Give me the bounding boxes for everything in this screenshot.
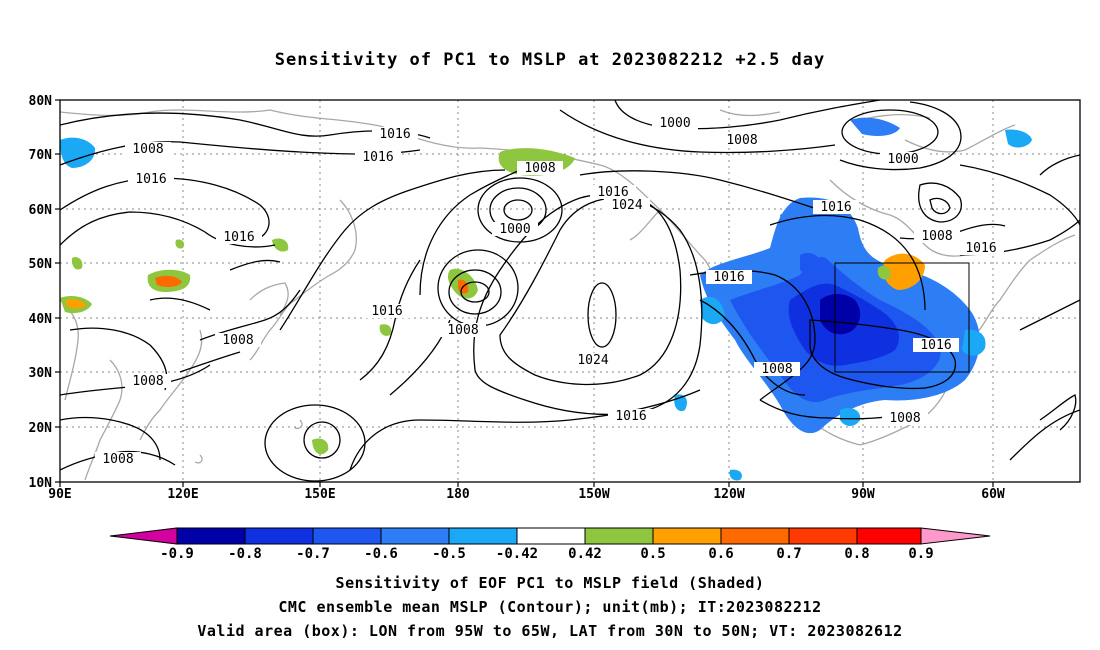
svg-text:1016: 1016	[920, 338, 951, 353]
contour-label: 1000	[880, 152, 926, 167]
contour-label: 1008	[440, 323, 486, 338]
colorbar-label: -0.6	[364, 546, 398, 562]
svg-text:1008: 1008	[889, 411, 920, 426]
longitude-labels: 90E 120E 150E 180 150W 120W 90W 60W	[48, 487, 1005, 502]
svg-text:1016: 1016	[820, 200, 851, 215]
lat-label: 70N	[29, 148, 53, 163]
contour-label: 1024	[604, 198, 650, 213]
colorbar-label: 0.9	[908, 546, 933, 562]
contour-label: 1000	[652, 116, 698, 131]
contour-label: 1008	[215, 333, 261, 348]
map-title: Sensitivity of PC1 to MSLP at 2023082212…	[274, 50, 826, 70]
colorbar-high-end	[920, 527, 991, 545]
lat-label: 40N	[29, 312, 53, 327]
contour-label: 1008	[719, 133, 765, 148]
svg-text:1008: 1008	[726, 133, 757, 148]
svg-text:1016: 1016	[379, 127, 410, 142]
contour-label: 1008	[125, 142, 171, 157]
colorbar-label: -0.5	[432, 546, 466, 562]
contour-label: 1008	[125, 374, 171, 389]
svg-text:1016: 1016	[135, 172, 166, 187]
lon-label: 90E	[48, 487, 71, 502]
svg-text:1024: 1024	[577, 353, 608, 368]
lat-label: 20N	[29, 421, 53, 436]
svg-text:1008: 1008	[132, 374, 163, 389]
lat-label: 30N	[29, 366, 53, 381]
colorbar-label: 0.6	[708, 546, 733, 562]
contour-label: 1008	[754, 362, 800, 377]
contour-label: 1016	[372, 127, 418, 142]
contour-label: 1016	[590, 185, 636, 200]
colorbar-label: 0.8	[844, 546, 869, 562]
map-plot-area: 1016 1016 1008 1016 1008 1016 1016 1008 …	[60, 100, 1080, 482]
lon-label: 60W	[981, 487, 1005, 502]
lat-label: 50N	[29, 257, 53, 272]
caption-contour: CMC ensemble mean MSLP (Contour); unit(m…	[278, 598, 822, 616]
contour-label: 1016	[813, 200, 859, 215]
colorbar-label: 0.7	[776, 546, 801, 562]
lon-label: 90W	[851, 487, 875, 502]
lat-label: 80N	[29, 94, 53, 109]
lon-label: 180	[446, 487, 470, 502]
lon-label: 120E	[167, 487, 198, 502]
svg-text:1016: 1016	[615, 409, 646, 424]
colorbar-label: -0.8	[228, 546, 262, 562]
svg-text:1016: 1016	[713, 270, 744, 285]
svg-text:1000: 1000	[887, 152, 918, 167]
axis-ticks	[55, 99, 994, 487]
colorbar-label: -0.7	[296, 546, 330, 562]
contour-label: 1016	[913, 338, 959, 353]
svg-text:1000: 1000	[659, 116, 690, 131]
latitude-labels: 80N 70N 60N 50N 40N 30N 20N 10N	[29, 94, 53, 491]
svg-text:1016: 1016	[371, 304, 402, 319]
lon-label: 120W	[713, 487, 744, 502]
svg-text:1008: 1008	[222, 333, 253, 348]
caption-valid-area: Valid area (box): LON from 95W to 65W, L…	[197, 622, 903, 640]
svg-text:1016: 1016	[223, 230, 254, 245]
contour-labels: 1016 1016 1008 1016 1008 1016 1016 1008 …	[95, 116, 1004, 467]
svg-text:1008: 1008	[102, 452, 133, 467]
gridlines	[60, 100, 1080, 482]
colorbar-label: -0.42	[496, 546, 538, 562]
contour-label: 1016	[216, 230, 262, 245]
svg-text:1016: 1016	[597, 185, 628, 200]
lon-label: 150W	[578, 487, 609, 502]
lon-label: 150E	[304, 487, 335, 502]
contour-label: 1008	[517, 161, 563, 176]
colorbar-label: 0.42	[568, 546, 602, 562]
colorbar-label: -0.9	[160, 546, 194, 562]
colorbar-low-end	[109, 527, 178, 545]
contour-label: 1016	[355, 150, 401, 165]
svg-text:1016: 1016	[965, 241, 996, 256]
plot-frame	[59, 99, 1081, 483]
svg-text:1008: 1008	[921, 229, 952, 244]
contour-label: 1008	[95, 452, 141, 467]
contour-label: 1016	[608, 409, 654, 424]
contour-label: 1016	[958, 241, 1004, 256]
svg-text:1008: 1008	[761, 362, 792, 377]
colorbar	[109, 527, 991, 545]
colorbar-label: 0.5	[640, 546, 665, 562]
caption-shaded: Sensitivity of EOF PC1 to MSLP field (Sh…	[335, 574, 765, 592]
contour-label: 1016	[364, 304, 410, 319]
svg-text:1008: 1008	[524, 161, 555, 176]
valid-area-box	[834, 262, 970, 373]
contour-label: 1008	[914, 229, 960, 244]
contour-label: 1008	[882, 411, 928, 426]
colorbar-labels: -0.9 -0.8 -0.7 -0.6 -0.5 -0.42 0.42 0.5 …	[160, 546, 934, 562]
svg-text:1016: 1016	[362, 150, 393, 165]
svg-text:1000: 1000	[499, 222, 530, 237]
contour-label: 1000	[492, 222, 538, 237]
contour-label: 1016	[706, 270, 752, 285]
lat-label: 10N	[29, 476, 53, 491]
svg-text:1024: 1024	[611, 198, 642, 213]
contour-label: 1024	[570, 353, 616, 368]
svg-text:1008: 1008	[132, 142, 163, 157]
svg-text:1008: 1008	[447, 323, 478, 338]
contour-label: 1016	[128, 172, 174, 187]
lat-label: 60N	[29, 203, 53, 218]
